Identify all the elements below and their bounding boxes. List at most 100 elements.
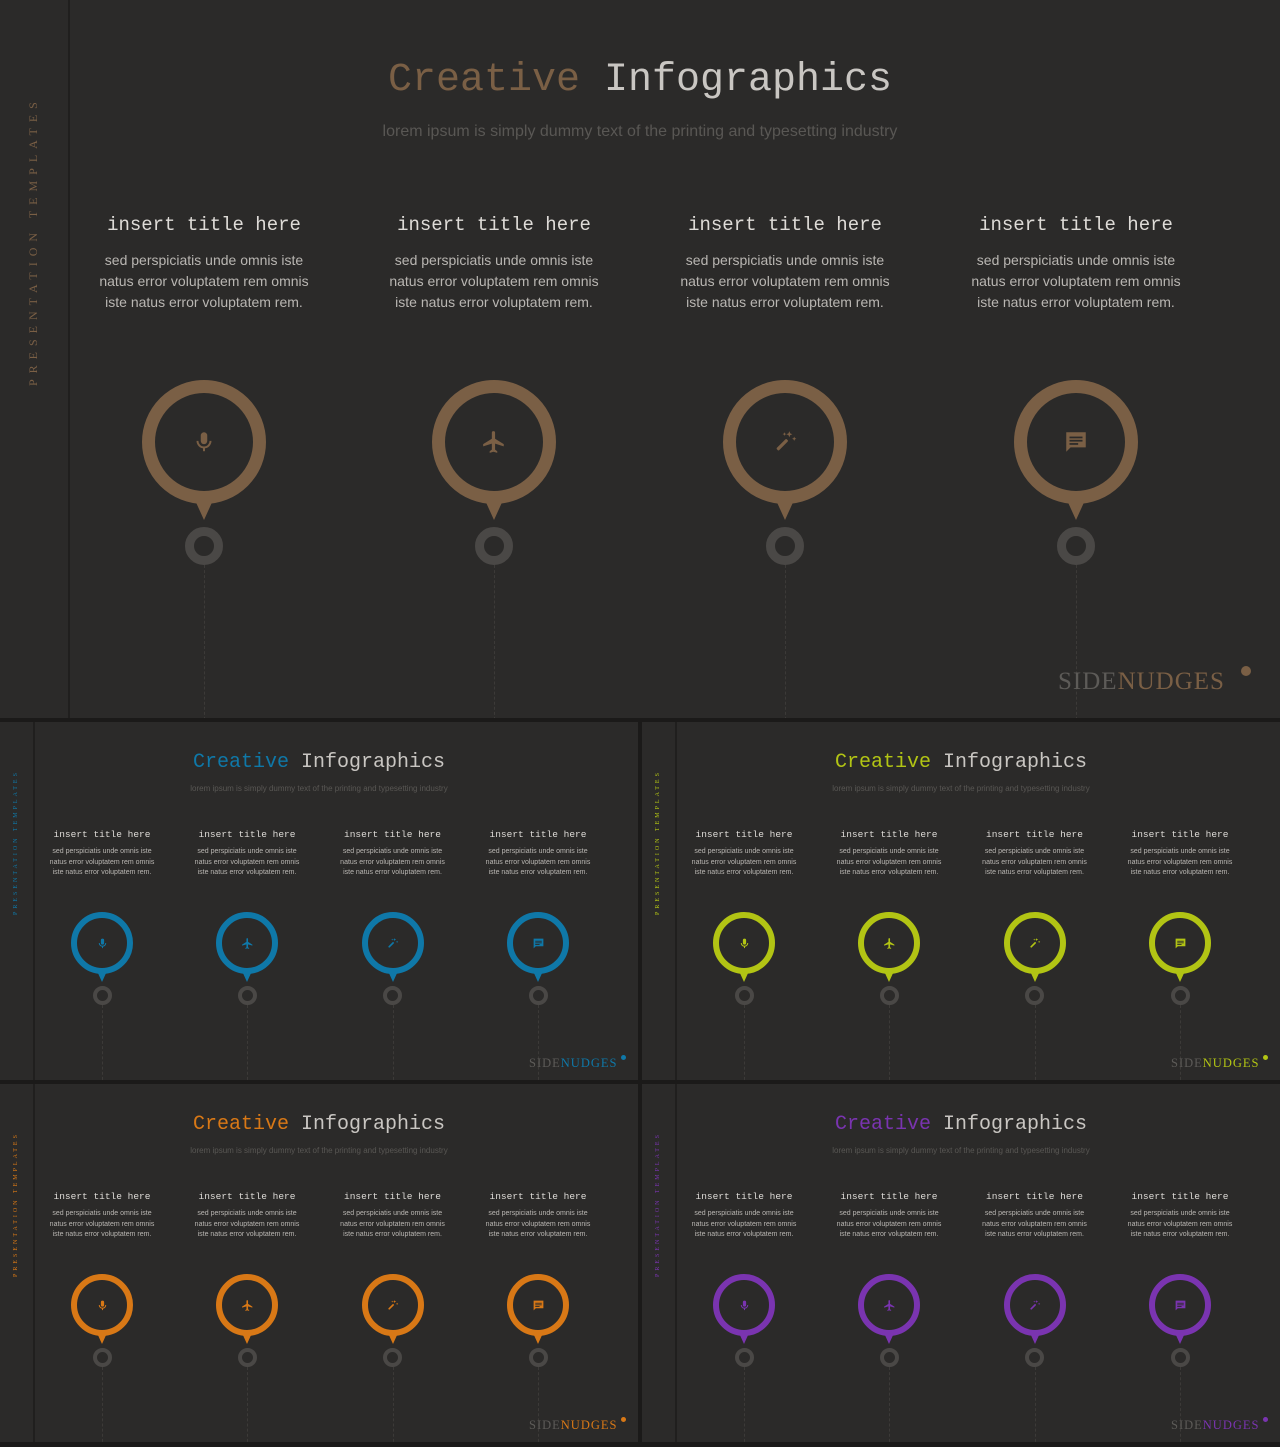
column-body: sed perspiciatis unde omnis iste natus e…	[680, 252, 890, 310]
page-title: Creative Infographics	[0, 58, 1280, 103]
side-bar: PRESENTATION TEMPLATES	[0, 1084, 35, 1442]
pin-tail	[194, 498, 214, 520]
timeline-line	[247, 1366, 248, 1442]
timeline-dot	[383, 1347, 402, 1367]
page-subtitle: lorem ipsum is simply dummy text of the …	[832, 1145, 1090, 1155]
info-column: insert title here sed perspiciatis unde o…	[834, 829, 944, 879]
pin-marker	[216, 1274, 278, 1336]
info-column: insert title here sed perspiciatis unde o…	[966, 214, 1186, 313]
pin-tail	[884, 971, 894, 982]
info-column: insert title here sed perspiciatis unde o…	[1125, 829, 1235, 879]
timeline-dot	[879, 1347, 899, 1367]
title-word: Infographics	[604, 58, 893, 103]
airplane-icon	[481, 429, 507, 455]
corner-dot	[620, 1417, 626, 1422]
timeline-dot	[185, 527, 223, 565]
column-body: sed perspiciatis unde omnis iste natus e…	[691, 848, 797, 876]
chat-icon	[1174, 1299, 1187, 1312]
pin-marker	[858, 912, 920, 974]
brand-part-1: SIDE	[529, 1418, 561, 1432]
timeline-dot	[879, 985, 899, 1005]
brand-logo: SIDENUDGES	[529, 1418, 617, 1433]
pin-marker	[858, 1274, 920, 1336]
timeline-dot	[92, 985, 112, 1005]
pin-tail	[775, 498, 795, 520]
page-title: Creative Infographics	[0, 1113, 638, 1136]
column-title: insert title here	[986, 1191, 1083, 1202]
title-accent-word: Creative	[192, 751, 289, 774]
pin-tail	[387, 971, 398, 982]
timeline-line	[392, 1366, 394, 1442]
chat-icon	[532, 937, 545, 950]
timeline-line	[392, 1004, 394, 1080]
timeline-line	[102, 1004, 103, 1080]
info-column: insert title here sed perspiciatis unde o…	[338, 829, 448, 879]
info-column: insert title here sed perspiciatis unde o…	[483, 1191, 593, 1241]
pin-tail	[484, 498, 504, 520]
info-column: insert title here sed perspiciatis unde o…	[384, 214, 604, 313]
timeline-dot	[237, 1347, 257, 1367]
column-title: insert title here	[198, 1191, 296, 1202]
airplane-icon	[883, 1299, 896, 1312]
pin-marker	[432, 380, 556, 504]
title-space	[289, 751, 301, 774]
column-body: sed perspiciatis unde omnis iste natus e…	[49, 1210, 155, 1238]
title-word: Infographics	[301, 1113, 446, 1136]
info-column: insert title here sed perspiciatis unde o…	[192, 829, 302, 879]
corner-dot	[1262, 1055, 1268, 1060]
page-subtitle: lorem ipsum is simply dummy text of the …	[382, 123, 898, 140]
pin-marker	[142, 380, 266, 504]
column-title: insert title here	[695, 1191, 793, 1202]
column-title: insert title here	[695, 829, 793, 840]
timeline-dot	[1170, 985, 1190, 1005]
column-body: sed perspiciatis unde omnis iste natus e…	[485, 1210, 591, 1238]
column-title: insert title here	[1131, 829, 1229, 840]
pin-marker	[507, 1274, 569, 1336]
slide-blue: PRESENTATION TEMPLATES Creative Infograph…	[0, 722, 638, 1080]
pin-tail	[533, 1333, 543, 1344]
info-column: insert title here sed perspiciatis unde o…	[192, 1191, 302, 1241]
info-column: insert title here sed perspiciatis unde o…	[47, 1191, 157, 1241]
timeline-line	[538, 1004, 539, 1080]
pin-marker	[361, 1274, 424, 1336]
info-column: insert title here sed perspiciatis unde o…	[47, 829, 157, 879]
info-column: insert title here sed perspiciatis unde o…	[338, 1191, 448, 1241]
pin-tail	[1029, 1333, 1040, 1344]
timeline-line	[744, 1004, 745, 1080]
column-title: insert title here	[53, 1191, 151, 1202]
timeline-dot	[1025, 985, 1044, 1005]
timeline-line	[889, 1004, 890, 1080]
magic-wand-icon	[1028, 1299, 1041, 1312]
title-space	[580, 58, 604, 103]
pin-tail	[533, 971, 543, 982]
info-column: insert title here sed perspiciatis unde o…	[483, 829, 593, 879]
timeline-dot	[1025, 1347, 1044, 1367]
pin-tail	[884, 1333, 894, 1344]
page-subtitle: lorem ipsum is simply dummy text of the …	[190, 1145, 448, 1155]
column-body: sed perspiciatis unde omnis iste natus e…	[982, 1210, 1087, 1238]
info-column: insert title here sed perspiciatis unde o…	[980, 1191, 1090, 1241]
side-bar: PRESENTATION TEMPLATES	[0, 0, 70, 718]
title-word: Infographics	[943, 751, 1088, 774]
timeline-dot	[528, 985, 548, 1005]
brand-part-2: NUDGES	[1117, 668, 1225, 695]
timeline-line	[102, 1366, 103, 1442]
timeline-line	[744, 1366, 745, 1442]
microphone-icon	[96, 1299, 109, 1312]
side-bar: PRESENTATION TEMPLATES	[642, 722, 677, 1080]
magic-wand-icon	[772, 429, 798, 455]
microphone-icon	[96, 937, 109, 950]
timeline-dot	[383, 985, 402, 1005]
title-word: Infographics	[943, 1113, 1088, 1136]
column-title: insert title here	[489, 829, 587, 840]
brand-logo: SIDENUDGES	[529, 1056, 617, 1071]
column-body: sed perspiciatis unde omnis iste natus e…	[99, 252, 309, 310]
column-title: insert title here	[53, 829, 151, 840]
column-title: insert title here	[397, 214, 591, 236]
pin-marker	[1003, 1274, 1066, 1336]
timeline-line	[494, 565, 495, 718]
page-title: Creative Infographics	[642, 751, 1280, 774]
pin-tail	[97, 971, 107, 982]
timeline-line	[1180, 1004, 1181, 1080]
magic-wand-icon	[386, 937, 399, 950]
